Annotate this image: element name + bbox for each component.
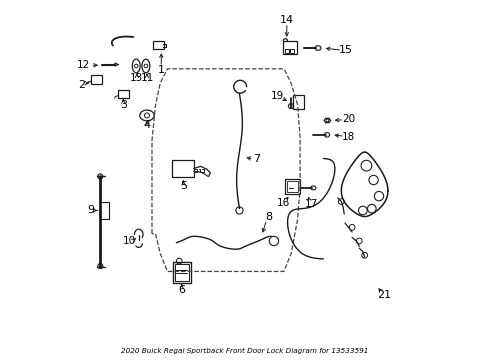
Bar [153,41,163,49]
Text: 11: 11 [141,73,154,83]
Bar [286,181,298,192]
Text: 13: 13 [130,73,143,83]
Text: 20: 20 [341,114,354,124]
Text: 9: 9 [87,206,94,216]
Bar [91,75,102,84]
Bar [293,95,304,109]
Bar [172,160,193,177]
Text: 12: 12 [77,60,90,70]
Bar [290,49,293,53]
Bar [285,49,288,53]
Text: 21: 21 [377,290,390,300]
Bar [172,262,190,283]
Text: 1: 1 [158,65,164,75]
Bar [118,90,129,98]
Text: 4: 4 [143,121,150,130]
Text: 6: 6 [178,285,185,295]
Text: 17: 17 [304,199,317,210]
Text: 3: 3 [120,100,126,110]
Text: 15: 15 [338,45,352,55]
Bar [174,264,188,282]
Text: 16: 16 [276,198,289,208]
Text: 10: 10 [122,236,135,246]
Text: 14: 14 [279,15,293,25]
Text: 2: 2 [78,80,85,90]
Text: 7: 7 [253,154,260,164]
Bar [100,202,109,220]
Text: 2020 Buick Regal Sportback Front Door Lock Diagram for 13533591: 2020 Buick Regal Sportback Front Door Lo… [121,348,367,354]
Bar [285,179,299,194]
Text: 5: 5 [180,181,186,192]
Bar [283,41,296,54]
Text: 8: 8 [265,212,272,222]
Text: 19: 19 [270,91,284,101]
Text: 18: 18 [342,132,355,142]
